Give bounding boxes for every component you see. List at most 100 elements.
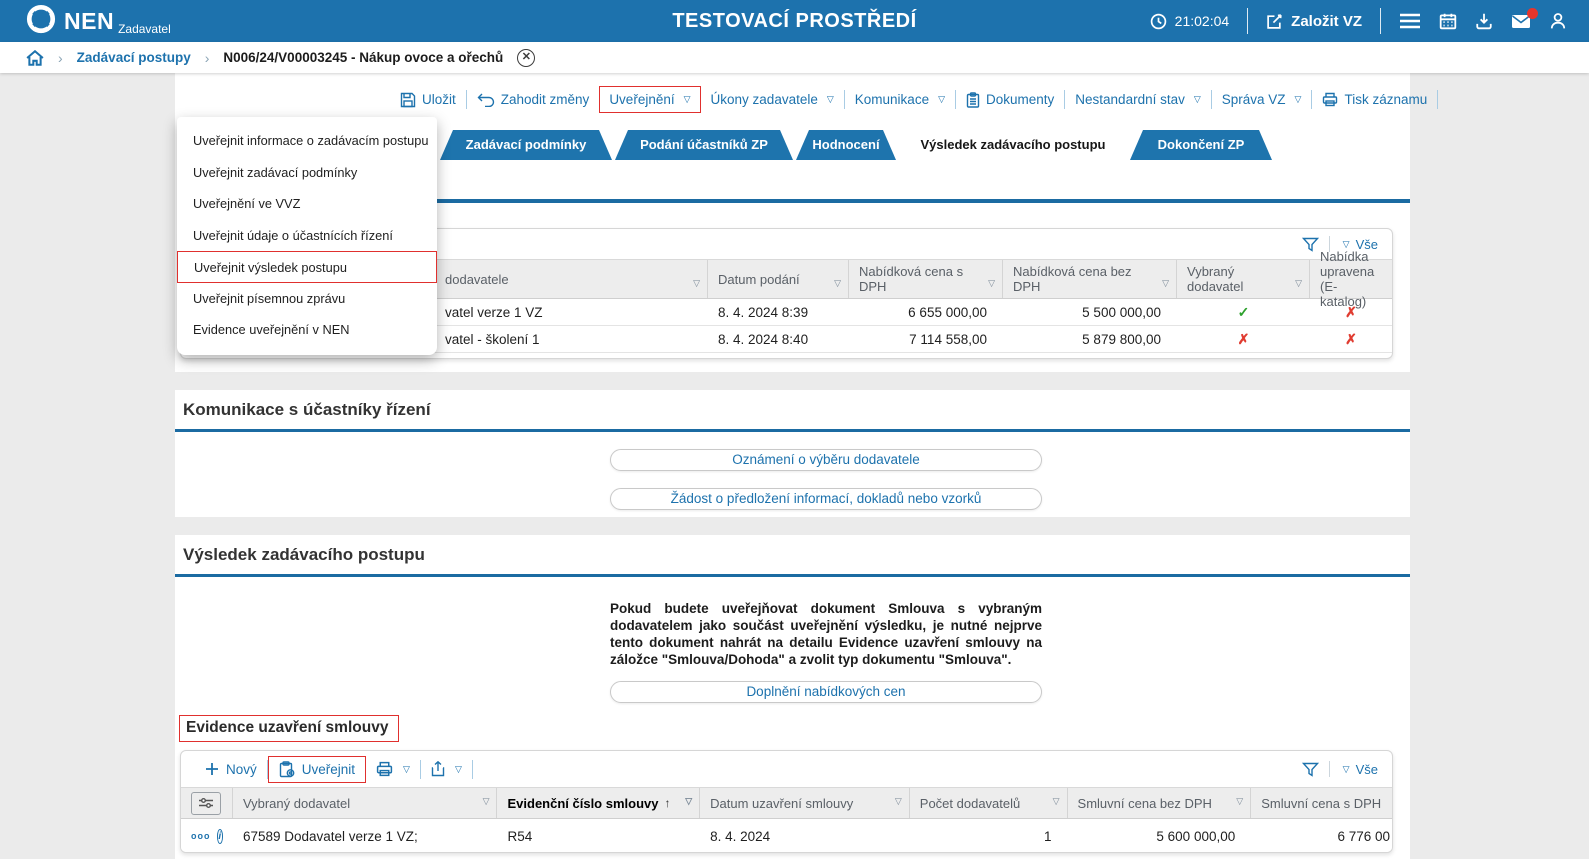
breadcrumb-current: N006/24/V00003245 - Nákup ovoce a ořechů (223, 50, 504, 65)
toolbar-separator (419, 759, 421, 779)
communication-button[interactable]: Komunikace ▽ (845, 87, 955, 112)
filter-caret-icon[interactable]: ▽ (1162, 278, 1169, 288)
complete-offer-prices-button[interactable]: Doplnění nabídkových cen (610, 681, 1042, 703)
record-toolbar: Uložit Zahodit změny Uveřejnění ▽ Úkony … (390, 86, 1439, 113)
chevron-down-icon: ▽ (403, 763, 410, 774)
calendar-button[interactable] (1439, 12, 1457, 30)
close-record-icon[interactable]: ✕ (517, 48, 536, 67)
contract-date: 8. 4. 2024 (710, 828, 771, 844)
filter-funnel-icon[interactable] (1301, 237, 1319, 252)
tab-podani-ucastniku[interactable]: Podání účastníků ZP (615, 130, 793, 160)
save-icon (400, 92, 416, 107)
offer-price-vat: 6 655 000,00 (908, 304, 987, 320)
offers-filter-all[interactable]: ▽ Vše (1340, 237, 1378, 252)
documents-button[interactable]: Dokumenty (956, 87, 1064, 113)
discard-changes-button[interactable]: Zahodit změny (467, 87, 600, 112)
info-icon[interactable]: i (216, 828, 223, 844)
col-contract-supplier[interactable]: Vybraný dodavatel ▽ (233, 788, 498, 818)
contract-supplier-count: 1 (1044, 828, 1052, 844)
column-settings-icon (191, 791, 222, 815)
publish-contract-button[interactable]: Uveřejnit (267, 755, 367, 783)
download-button[interactable] (1475, 12, 1493, 30)
contracts-filter-all[interactable]: ▽ Vše (1340, 762, 1378, 777)
contract-price-novat: 5 600 000,00 (1156, 828, 1236, 844)
offers-filter-row: ▽ Vše (181, 229, 1392, 259)
tab-zadavaci-podminky[interactable]: Zadávací podmínky (440, 130, 612, 160)
col-contract-number-label: Evidenční číslo smlouvy (507, 795, 659, 811)
filter-caret-icon[interactable]: ▽ (1236, 796, 1244, 806)
menu-item-publish-participants[interactable]: Uveřejnit údaje o účastnících řízení (193, 227, 393, 243)
col-supplier[interactable]: dodavatele ▽ (181, 260, 708, 298)
contract-number: R54 (507, 828, 533, 844)
breadcrumb: › Zadávací postupy › N006/24/V00003245 -… (0, 42, 1589, 73)
col-contract-date[interactable]: Datum uzavření smlouvy ▽ (700, 788, 910, 818)
filter-caret-icon[interactable]: ▽ (693, 278, 700, 288)
result-note-text: Pokud budete uveřejňovat dokument Smlouv… (610, 601, 1042, 667)
user-button[interactable] (1549, 12, 1567, 30)
publish-menu-button[interactable]: Uveřejnění ▽ (599, 86, 701, 113)
col-submit-date[interactable]: Datum podání ▽ (708, 260, 849, 298)
request-documents-button[interactable]: Žádost o předložení informací, dokladů n… (610, 488, 1042, 510)
filter-caret-icon[interactable]: ▽ (1295, 278, 1302, 288)
tab-dokonceni[interactable]: Dokončení ZP (1130, 130, 1272, 160)
nonstandard-state-label: Nestandardní stav (1075, 92, 1185, 107)
publish-contract-icon (279, 760, 295, 778)
menu-item-publication-evidence[interactable]: Evidence uveřejnění v NEN (193, 322, 350, 337)
print-record-button[interactable]: Tisk záznamu (1312, 87, 1437, 112)
col-ecatalog[interactable]: Nabídka upravena (E-katalog) (1310, 249, 1392, 309)
save-button[interactable]: Uložit (390, 87, 466, 113)
filter-caret-icon[interactable]: ▽ (894, 796, 902, 806)
contracts-subsection-title: Evidence uzavření smlouvy (179, 715, 400, 742)
filter-funnel-icon[interactable] (1301, 762, 1319, 777)
nen-logo[interactable]: NEN Zadavatel (26, 4, 171, 38)
col-submit-date-label: Datum podání (718, 271, 800, 287)
create-vz-button[interactable]: Založit VZ (1266, 13, 1362, 30)
filter-caret-icon[interactable]: ▽ (482, 796, 490, 806)
top-header: NEN Zadavatel TESTOVACÍ PROSTŘEDÍ 21:02:… (0, 0, 1589, 42)
column-settings-button[interactable] (181, 788, 233, 818)
col-supplier-count[interactable]: Počet dodavatelů ▽ (910, 788, 1068, 818)
breadcrumb-link-postupy[interactable]: Zadávací postupy (76, 50, 191, 65)
contract-row[interactable]: ooo i 67589 Dodavatel verze 1 VZ; R54 8.… (181, 819, 1392, 852)
tab-hodnoceni[interactable]: Hodnocení (796, 130, 896, 160)
print-table-button[interactable]: ▽ (366, 757, 420, 781)
section-underline (175, 574, 1410, 577)
communication-section: Komunikace s účastníky řízení Oznámení o… (175, 390, 1410, 517)
menu-item-publish-result[interactable]: Uveřejnit výsledek postupu (177, 251, 437, 283)
chevron-down-icon: ▽ (683, 94, 691, 104)
export-table-button[interactable]: ▽ (421, 757, 472, 781)
supplier-selection-notice-button[interactable]: Oznámení o výběru dodavatele (610, 449, 1042, 471)
menu-item-publish-written-report[interactable]: Uveřejnit písemnou zprávu (193, 290, 346, 306)
col-contract-price-vat[interactable]: Smluvní cena s DPH (1251, 788, 1392, 818)
messages-button[interactable] (1511, 7, 1538, 29)
filter-caret-icon[interactable]: ▽ (834, 278, 841, 288)
menu-item-publish-vvz[interactable]: Uveřejnění ve VVZ (193, 196, 301, 211)
col-contract-price-novat[interactable]: Smluvní cena bez DPH ▽ (1068, 788, 1252, 818)
contracting-actions-label: Úkony zadavatele (710, 92, 818, 107)
contracting-actions-button[interactable]: Úkony zadavatele ▽ (701, 87, 844, 112)
tab-vysledek[interactable]: Výsledek zadávacího postupu (899, 130, 1127, 160)
save-label: Uložit (422, 92, 456, 107)
export-icon (431, 761, 445, 777)
col-contract-number[interactable]: Evidenční číslo smlouvy ↑ ▽ (497, 788, 701, 818)
col-price-vat[interactable]: Nabídková cena s DPH ▽ (849, 260, 1003, 298)
detail-tabs: Zadávací podmínky Podání účastníků ZP Ho… (440, 130, 1275, 160)
toolbar-separator (1064, 90, 1066, 109)
home-icon[interactable] (26, 49, 44, 66)
print-record-label: Tisk záznamu (1344, 92, 1428, 107)
menu-item-publish-conditions[interactable]: Uveřejnit zadávací podmínky (193, 164, 358, 180)
vz-admin-label: Správa VZ (1221, 92, 1286, 107)
row-menu-icon[interactable]: ooo (191, 831, 211, 841)
menu-item-publish-info[interactable]: Uveřejnit informace o zadávacím postupu (193, 133, 429, 148)
filter-caret-icon[interactable]: ▽ (685, 796, 693, 806)
chevron-down-icon: ▽ (1342, 763, 1350, 774)
new-contract-button[interactable]: Nový (195, 758, 267, 781)
nonstandard-state-button[interactable]: Nestandardní stav ▽ (1065, 87, 1210, 112)
filter-caret-icon[interactable]: ▽ (988, 278, 995, 288)
col-price-novat[interactable]: Nabídková cena bez DPH ▽ (1003, 260, 1177, 298)
filter-caret-icon[interactable]: ▽ (1052, 796, 1060, 806)
col-selected[interactable]: Vybraný dodavatel ▽ (1177, 260, 1310, 298)
vz-admin-button[interactable]: Správa VZ ▽ (1212, 87, 1312, 112)
toolbar-separator (266, 759, 268, 779)
menu-button[interactable] (1399, 13, 1421, 29)
